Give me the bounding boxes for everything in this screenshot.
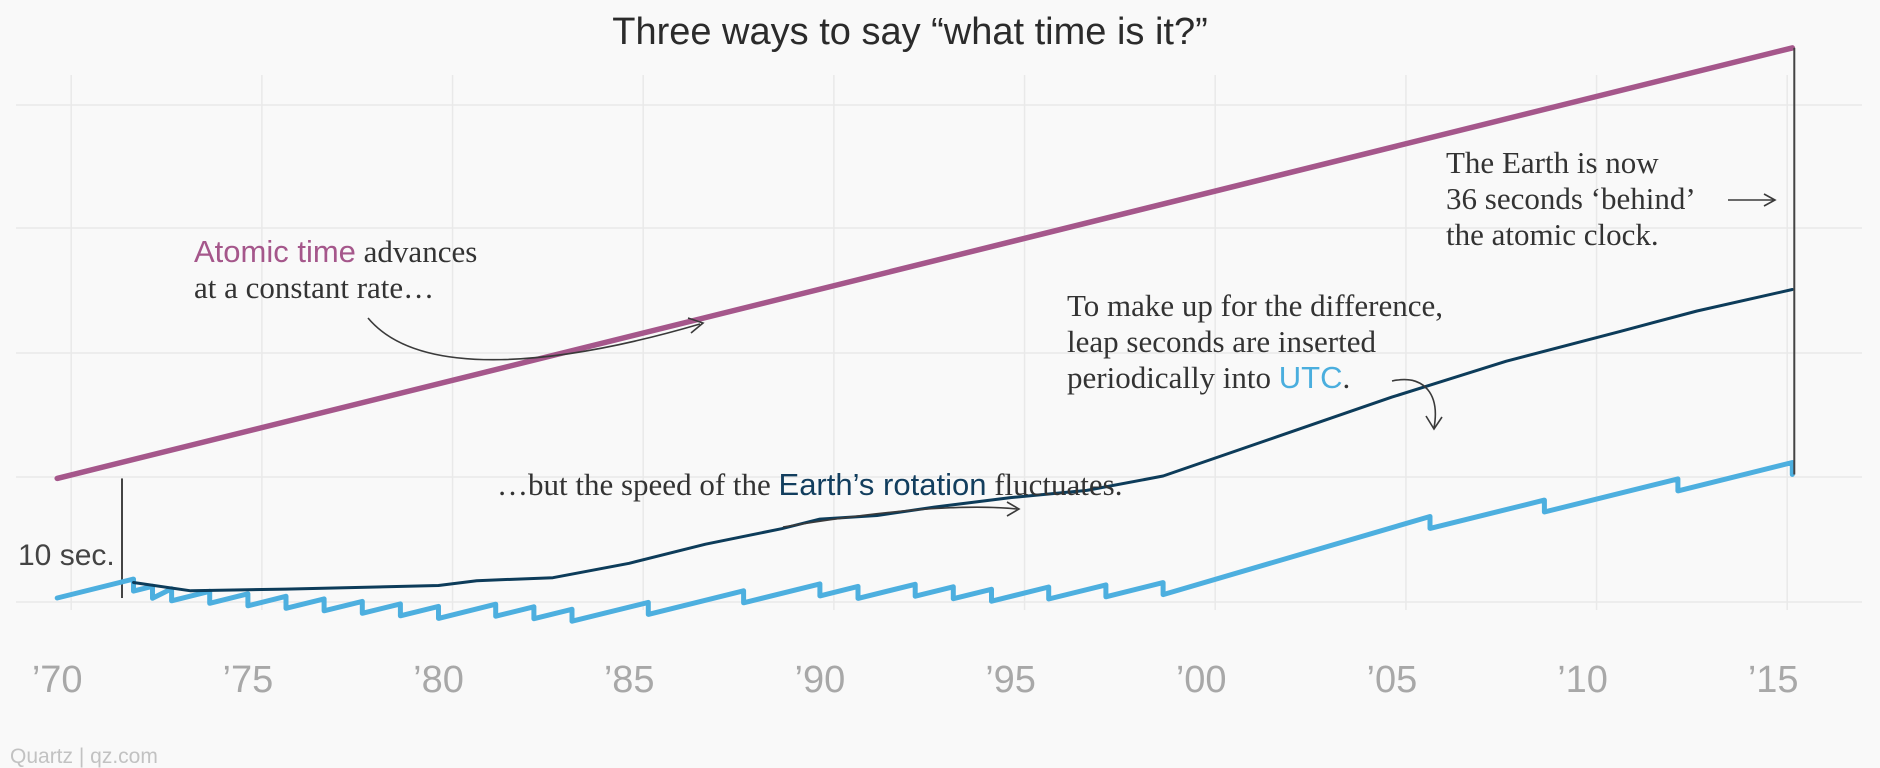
series-line-earth: [132, 288, 1794, 593]
x-tick-label: ’70: [32, 659, 83, 701]
chart-title: Three ways to say “what time is it?”: [612, 11, 1208, 53]
x-tick-label: ’10: [1557, 659, 1608, 701]
annotation-utc-arrow: [1391, 378, 1436, 429]
x-tick-label: ’90: [795, 659, 846, 701]
annotation-earth-arrowhead: [1006, 501, 1021, 517]
annotation-behind-line2: 36 seconds ‘behind’: [1446, 181, 1696, 216]
x-tick-label: ’15: [1748, 659, 1799, 701]
annotation-utc-label: UTC: [1279, 360, 1343, 395]
annotation-earth-arrow: [782, 506, 1018, 528]
annotation-earth-prefix: …but the speed of the: [497, 467, 779, 502]
x-tick-label: ’85: [604, 659, 655, 701]
x-tick-label: ’05: [1367, 659, 1418, 701]
annotation-earth: …but the speed of the Earth’s rotation f…: [497, 467, 1122, 502]
x-tick-label: ’75: [223, 659, 274, 701]
annotation-atomic-label: Atomic time: [194, 234, 356, 269]
grid-lines: [16, 75, 1862, 610]
annotation-atomic: Atomic time advances: [194, 234, 477, 269]
annotation-utc-arrowhead: [1425, 415, 1443, 431]
annotation-utc-line2: leap seconds are inserted: [1067, 324, 1377, 359]
annotation-behind-line3: the atomic clock.: [1446, 217, 1659, 252]
annotation-behind-line1: The Earth is now: [1446, 145, 1659, 180]
annotation-utc-line1: To make up for the difference,: [1067, 288, 1443, 323]
annotation-utc-line3: periodically into UTC.: [1067, 360, 1350, 395]
x-tick-label: ’80: [413, 659, 464, 701]
annotation-atomic-arrow: [367, 317, 701, 361]
annotation-atomic-arrowhead: [687, 317, 705, 334]
x-tick-labels: ’70 ’75 ’80 ’85 ’90 ’95 ’00 ’05 ’10 ’15: [32, 659, 1799, 701]
annotation-behind-arrowhead: [1763, 193, 1777, 207]
scale-bar-label: 10 sec.: [18, 539, 115, 572]
x-tick-label: ’00: [1176, 659, 1227, 701]
credit-text: Quartz | qz.com: [10, 745, 158, 768]
annotation-atomic-line2: at a constant rate…: [194, 270, 434, 305]
annotation-earth-suffix: fluctuates.: [986, 467, 1122, 502]
annotation-atomic-text: advances: [356, 234, 477, 269]
series-line-atomic: [54, 45, 1796, 482]
annotation-utc-prefix: periodically into: [1067, 360, 1279, 395]
annotation-earth-label: Earth’s rotation: [779, 467, 987, 502]
series-group: [54, 45, 1796, 624]
x-tick-label: ’95: [985, 659, 1036, 701]
annotation-utc-suffix: .: [1343, 360, 1351, 395]
